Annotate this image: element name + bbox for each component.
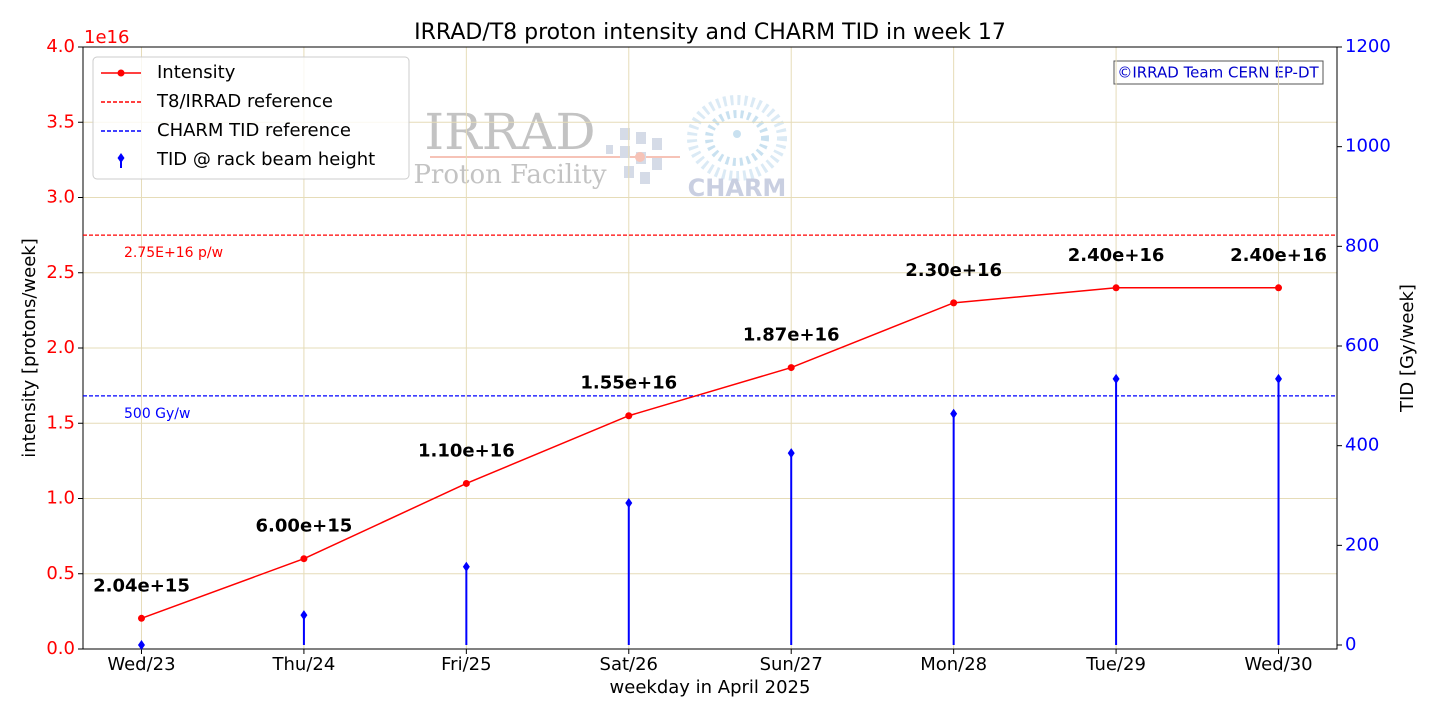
y2-tick-label: 1000: [1345, 136, 1391, 157]
y2-tick-label: 1200: [1345, 36, 1391, 57]
legend-label: Intensity: [157, 62, 236, 83]
x-tick-label: Thu/24: [272, 654, 336, 675]
data-label: 2.40e+16: [1230, 245, 1327, 266]
x-tick-label: Tue/29: [1085, 654, 1146, 675]
y-tick-label: 0.0: [46, 638, 75, 659]
y-tick-label: 0.5: [46, 563, 75, 584]
watermark-text: IRRAD: [424, 103, 595, 161]
y-tick-label: 2.0: [46, 337, 75, 358]
reference-label: 2.75E+16 p/w: [124, 245, 223, 261]
reference-label: 500 Gy/w: [124, 406, 190, 422]
legend: Intensity T8/IRRAD reference CHARM TID ref…: [92, 56, 410, 180]
y-tick-label: 4.0: [46, 36, 75, 57]
legend-label: CHARM TID reference: [157, 120, 351, 141]
legend-swatch: [117, 69, 125, 77]
data-label: 6.00e+15: [256, 516, 353, 537]
line: [141, 287, 1279, 620]
stem-marker: [1112, 373, 1120, 384]
point: [462, 479, 470, 487]
stem-marker: [787, 448, 795, 459]
point: [1275, 284, 1283, 292]
y-axis-label: intensity [protons/week]: [19, 238, 40, 457]
y-tick-label: 3.5: [46, 111, 75, 132]
legend-box: [92, 56, 410, 180]
legend-label: TID @ rack beam height: [156, 149, 375, 170]
data-label: 2.04e+15: [93, 575, 190, 596]
y-tick-label: 3.0: [46, 187, 75, 208]
x-tick-label: Wed/30: [1244, 654, 1312, 675]
y2-tick-label: 0: [1345, 634, 1356, 655]
x-axis-label: weekday in April 2025: [610, 677, 811, 698]
stem-marker: [950, 408, 958, 419]
y2-tick-label: 800: [1345, 235, 1379, 256]
y2-axis-label: TID [Gy/week]: [1397, 284, 1418, 413]
copyright: ©IRRAD Team CERN EP-DT: [1117, 64, 1319, 82]
y-tick-label: 2.5: [46, 262, 75, 283]
legend-label: T8/IRRAD reference: [156, 91, 333, 112]
watermark-icon: [687, 95, 787, 181]
point: [787, 364, 795, 372]
legend-swatch: [117, 153, 125, 163]
x-tick-label: Fri/25: [441, 654, 491, 675]
point: [625, 412, 633, 420]
stem-marker: [462, 561, 470, 572]
stem-marker: [1275, 373, 1283, 384]
chart-title: IRRAD/T8 proton intensity and CHARM TID …: [414, 20, 1006, 45]
x-tick-label: Wed/23: [107, 654, 175, 675]
point: [950, 299, 958, 307]
data-label: 2.30e+16: [905, 260, 1002, 281]
x-tick-label: Sun/27: [760, 654, 823, 675]
stem-marker: [625, 497, 633, 508]
watermark-text: Proton Facility: [413, 160, 606, 190]
y-tick-label: 1.5: [46, 412, 75, 433]
point: [137, 614, 145, 622]
y2-tick-label: 200: [1345, 534, 1379, 555]
stem-marker: [137, 640, 145, 651]
plot-frame: [82, 46, 1338, 650]
point: [1112, 284, 1120, 292]
data-label: 1.87e+16: [743, 325, 840, 346]
copyright-box: [1113, 60, 1324, 85]
data-label: 1.55e+16: [580, 373, 677, 394]
watermark: IRRAD Proton Facility CHARM: [413, 95, 787, 202]
x-tick-label: Sat/26: [600, 654, 658, 675]
y-offset-label: 1e16: [84, 27, 129, 48]
y2-tick-label: 600: [1345, 335, 1379, 356]
y-tick-label: 1.0: [46, 488, 75, 509]
point: [300, 555, 308, 563]
data-label: 2.40e+16: [1068, 245, 1165, 266]
data-label: 1.10e+16: [418, 440, 515, 461]
stem-marker: [300, 610, 308, 621]
y2-tick-label: 400: [1345, 435, 1379, 456]
x-tick-label: Mon/28: [920, 654, 987, 675]
